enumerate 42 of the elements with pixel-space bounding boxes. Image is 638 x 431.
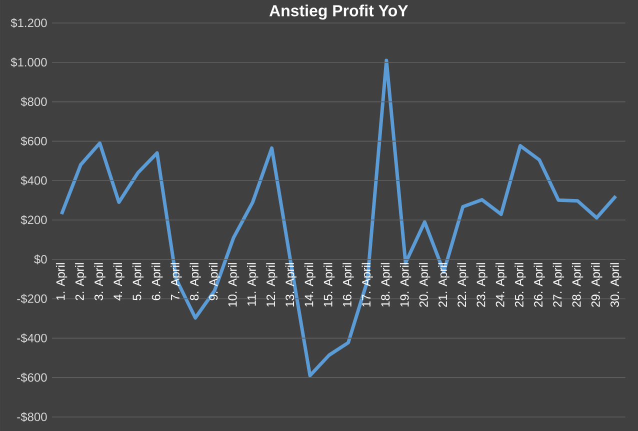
x-tick-label: 7. April bbox=[170, 263, 182, 300]
x-tick-label: 20. April bbox=[419, 263, 430, 307]
x-tick-label: 1. April bbox=[56, 263, 68, 300]
y-tick-label: -$200 bbox=[17, 294, 47, 304]
x-tick-label: 30. April bbox=[610, 263, 622, 307]
y-tick-label: $200 bbox=[20, 215, 47, 225]
y-tick-label: -$800 bbox=[17, 412, 47, 422]
x-tick-label: 27. April bbox=[552, 263, 564, 307]
x-tick-label: 13. April bbox=[285, 263, 296, 307]
x-tick-label: 21. April bbox=[438, 263, 450, 307]
y-tick-label: -$600 bbox=[17, 372, 47, 382]
x-tick-label: 11. April bbox=[247, 263, 258, 306]
x-tick-label: 24. April bbox=[496, 263, 507, 307]
y-tick-label: $1.000 bbox=[10, 58, 47, 68]
x-tick-label: 4. April bbox=[113, 263, 124, 301]
x-tick-label: 23. April bbox=[476, 263, 488, 307]
x-tick-label: 6. April bbox=[152, 263, 163, 300]
x-tick-label: 28. April bbox=[572, 263, 584, 307]
x-tick-label: 15. April bbox=[324, 263, 335, 307]
y-tick-label: -$400 bbox=[17, 333, 47, 344]
x-tick-label: 8. April bbox=[190, 263, 201, 300]
y-tick-label: $800 bbox=[20, 96, 47, 107]
y-tick-label: $600 bbox=[20, 136, 47, 146]
x-tick-label: 14. April bbox=[304, 263, 316, 307]
x-tick-label: 3. April bbox=[94, 263, 106, 300]
x-tick-label: 26. April bbox=[534, 263, 545, 307]
x-tick-label: 25. April bbox=[514, 263, 526, 307]
x-tick-label: 29. April bbox=[591, 263, 602, 307]
chart-title: Anstieg Profit YoY bbox=[269, 4, 408, 20]
y-tick-label: $400 bbox=[20, 176, 47, 186]
x-tick-label: 2. April bbox=[75, 263, 86, 300]
x-tick-label: 17. April bbox=[362, 263, 373, 307]
x-tick-label: 9. April bbox=[208, 263, 220, 300]
x-tick-label: 10. April bbox=[228, 263, 240, 307]
x-tick-label: 5. April bbox=[132, 263, 144, 300]
x-tick-label: 12. April bbox=[266, 263, 278, 307]
y-tick-label: $1.200 bbox=[10, 18, 47, 28]
x-tick-label: 18. April bbox=[380, 263, 392, 307]
y-tick-label: $0 bbox=[34, 254, 47, 264]
x-tick-label: 19. April bbox=[400, 263, 412, 307]
x-tick-label: 22. April bbox=[457, 263, 468, 307]
x-tick-label: 16. April bbox=[342, 263, 354, 307]
